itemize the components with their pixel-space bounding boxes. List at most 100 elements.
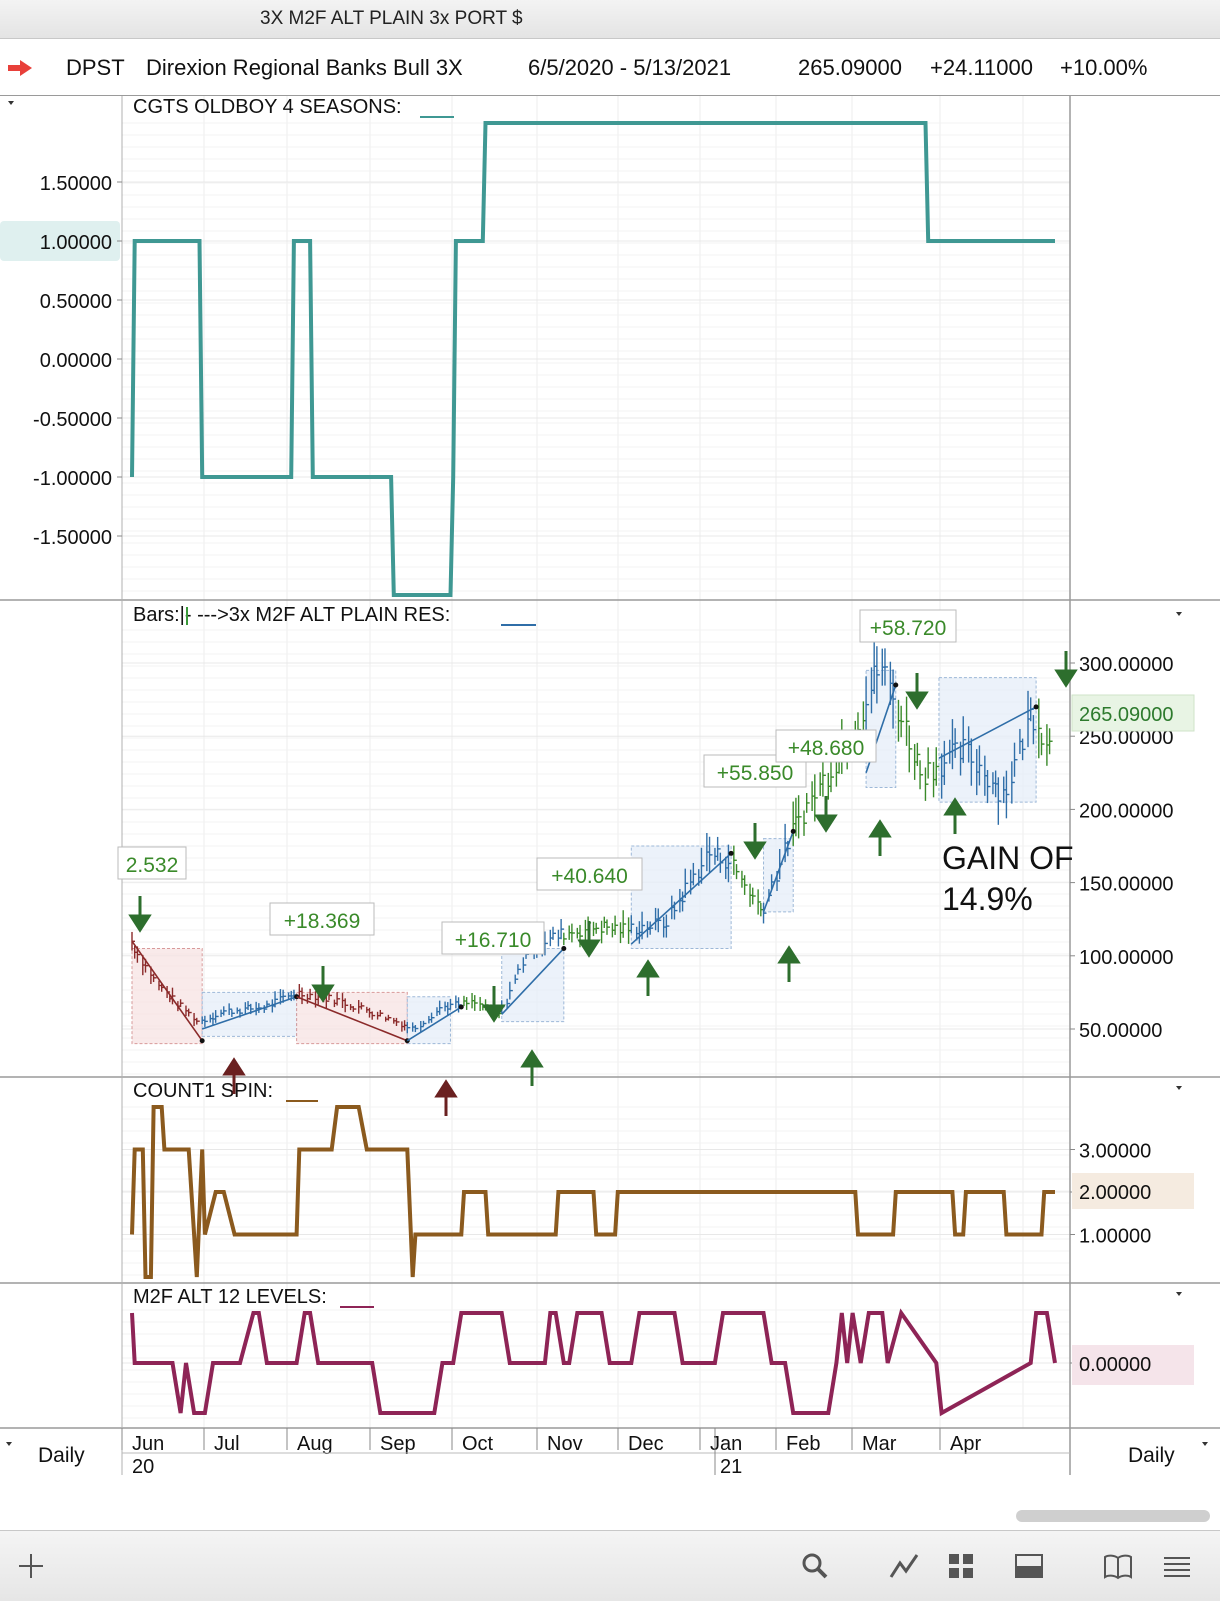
sell-arrow-icon	[577, 921, 601, 958]
panel-menu-icon[interactable]	[1176, 1086, 1182, 1090]
gain-label: +48.680	[788, 737, 865, 760]
x-month-label: Apr	[950, 1433, 981, 1455]
y-tick-label: 1.00000	[1079, 1226, 1151, 1248]
gain-label-box	[117, 846, 187, 880]
series-line-1	[130, 121, 1055, 597]
sell-arrow-icon	[128, 896, 152, 933]
gain-summary-line1: GAIN OF	[942, 840, 1074, 876]
x-year-label: 21	[720, 1456, 742, 1478]
gain-label: +40.640	[551, 865, 628, 888]
x-month-label: Sep	[380, 1433, 416, 1455]
horizontal-scrollbar[interactable]	[1016, 1510, 1210, 1522]
sell-arrow-icon	[482, 986, 506, 1023]
panel-3-background	[122, 1077, 1070, 1283]
y-tick-label: 0.50000	[40, 291, 112, 313]
series-line-3	[130, 1105, 1055, 1279]
x-month-label: Jan	[710, 1433, 742, 1455]
grid-layout-icon[interactable]	[946, 1551, 976, 1581]
trend-point	[893, 682, 899, 688]
red-arrow-icon[interactable]	[6, 59, 34, 77]
trend-line	[938, 706, 1037, 759]
panel-3-title: COUNT1 SPIN:	[133, 1080, 273, 1102]
levels-current-box	[1072, 1345, 1194, 1385]
x-year-label: 20	[132, 1456, 154, 1478]
panel-menu-icon[interactable]	[1176, 612, 1182, 616]
price-current-label: 265.09000	[1079, 704, 1174, 726]
trend-line	[762, 831, 794, 913]
count-current-label: 2.00000	[1079, 1182, 1151, 1204]
trend-point	[199, 1038, 205, 1044]
x-month-label: Mar	[862, 1433, 897, 1455]
series-line-4	[130, 1308, 1057, 1417]
add-icon[interactable]	[16, 1551, 46, 1581]
buy-arrow-icon	[636, 959, 660, 996]
trend-line	[296, 996, 408, 1042]
panel-layout-icon[interactable]	[1014, 1551, 1044, 1581]
x-month-label: Aug	[297, 1433, 333, 1455]
current-value-highlight	[0, 221, 120, 261]
trend-line	[131, 940, 203, 1042]
x-month-label: Jun	[132, 1433, 164, 1455]
gain-label-box	[775, 729, 877, 763]
window-titlebar: 3X M2F ALT PLAIN 3x PORT $	[0, 0, 1220, 39]
buy-arrow-icon	[434, 1079, 458, 1116]
y-tick-label: 100.00000	[1079, 947, 1174, 969]
last-price: 265.09000	[798, 55, 902, 80]
periodicity-right[interactable]: Daily	[1128, 1444, 1175, 1467]
gain-summary-line2: 14.9%	[942, 881, 1033, 917]
price-change: +24.11000	[930, 55, 1033, 80]
symbol-name: Direxion Regional Banks Bull 3X	[146, 55, 463, 80]
window-title: 3X M2F ALT PLAIN 3x PORT $	[260, 8, 523, 29]
y-tick-label: -1.50000	[33, 527, 112, 549]
trend-line	[201, 996, 297, 1030]
sell-arrow-icon	[311, 966, 335, 1003]
trend-line	[406, 1006, 462, 1042]
buy-arrow-icon	[222, 1057, 246, 1094]
y-tick-label: 3.00000	[1079, 1141, 1151, 1163]
periodicity-dropdown-icon[interactable]	[6, 1442, 12, 1446]
y-tick-label: 300.00000	[1079, 654, 1174, 676]
periodicity-left[interactable]: Daily	[38, 1444, 85, 1467]
price-current-box	[1071, 694, 1195, 732]
trend-point	[790, 828, 796, 834]
gain-label: +16.710	[455, 929, 532, 952]
draw-tool-icon[interactable]	[888, 1551, 920, 1581]
panel-menu-icon[interactable]	[8, 101, 14, 105]
x-month-label: Dec	[628, 1433, 664, 1455]
periodicity-dropdown-icon[interactable]	[1202, 1442, 1208, 1446]
panel-2-title: Bars:|- --->3x M2F ALT PLAIN RES:	[133, 604, 450, 626]
gain-label-box	[269, 902, 375, 936]
panel-4-title: M2F ALT 12 LEVELS:	[133, 1286, 327, 1308]
sell-arrow-icon	[743, 823, 767, 860]
symbol-info-bar: DPST Direxion Regional Banks Bull 3X 6/5…	[0, 39, 1220, 96]
y-tick-label: 1.50000	[40, 173, 112, 195]
buy-arrow-icon	[943, 797, 967, 834]
y-tick-label: 250.00000	[1079, 727, 1174, 749]
y-tick-label: -1.00000	[33, 468, 112, 490]
x-month-label: Jul	[214, 1433, 240, 1455]
y-tick-label: 1.00000	[40, 232, 112, 254]
gain-label: +55.850	[717, 762, 794, 785]
panel-menu-icon[interactable]	[1176, 1292, 1182, 1296]
sell-arrow-icon	[905, 673, 929, 710]
trend-line	[501, 947, 565, 1015]
gain-label-box	[441, 921, 545, 955]
symbol-ticker[interactable]: DPST	[66, 55, 125, 80]
chart-area: CGTS OLDBOY 4 SEASONS: Bars:|- --->3x M2F…	[0, 96, 1220, 1478]
y-tick-label: -0.50000	[33, 409, 112, 431]
buy-arrow-icon	[868, 819, 892, 856]
x-month-label: Feb	[786, 1433, 820, 1455]
menu-list-icon[interactable]	[1162, 1551, 1192, 1581]
book-icon[interactable]	[1102, 1551, 1134, 1581]
panel-1-title: CGTS OLDBOY 4 SEASONS:	[133, 96, 402, 118]
percent-change: +10.00%	[1060, 55, 1148, 80]
date-range[interactable]: 6/5/2020 - 5/13/2021	[528, 55, 732, 80]
search-icon[interactable]	[800, 1551, 830, 1581]
y-tick-label: 50.00000	[1079, 1020, 1162, 1042]
gain-label: +58.720	[870, 617, 947, 640]
buy-arrow-icon	[520, 1049, 544, 1086]
x-month-label: Nov	[547, 1433, 583, 1455]
sell-arrow-icon	[814, 796, 838, 833]
gain-label: +18.369	[284, 910, 361, 933]
trend-point	[728, 850, 734, 856]
